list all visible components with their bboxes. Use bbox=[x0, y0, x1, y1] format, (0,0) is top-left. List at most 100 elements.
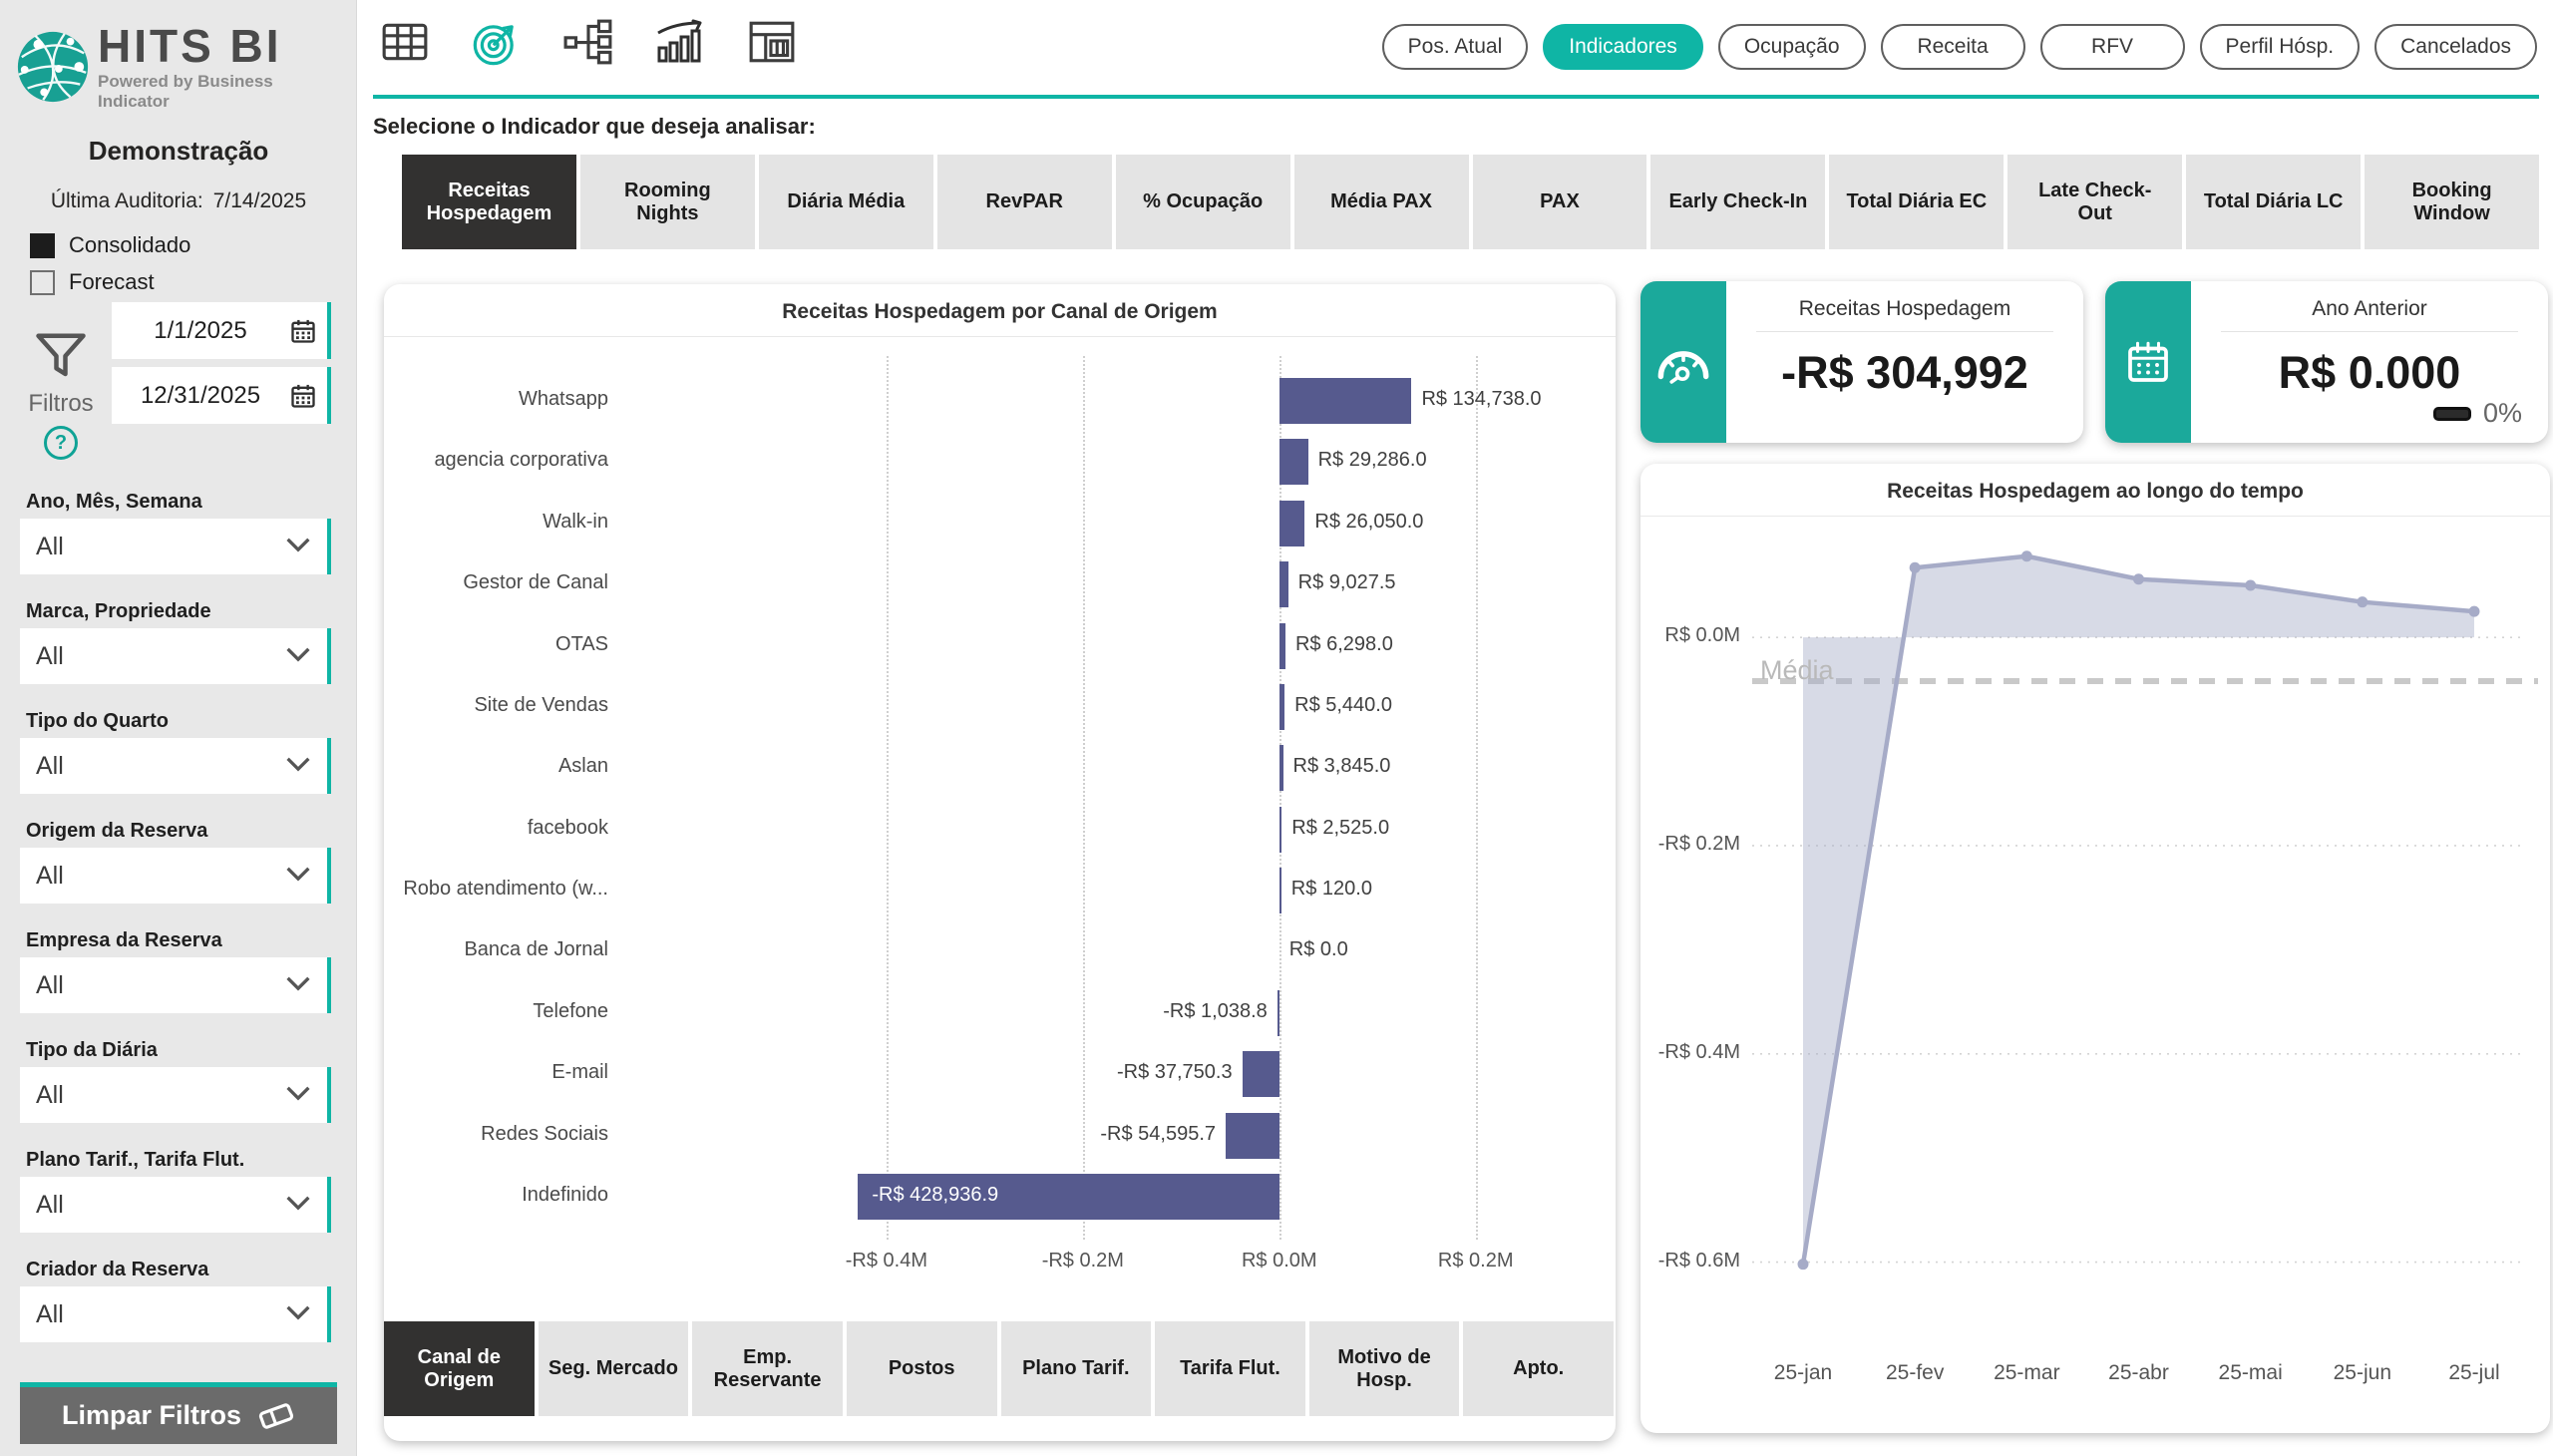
dropdown-tipo-da-di-ria[interactable]: All bbox=[20, 1067, 331, 1123]
hierarchy-icon[interactable] bbox=[562, 16, 614, 68]
x-axis-tick: R$ 0.2M bbox=[1406, 1250, 1546, 1273]
dimension-tab-plano-tarif[interactable]: Plano Tarif. bbox=[1001, 1321, 1152, 1416]
dropdown-marca-propriedade[interactable]: All bbox=[20, 628, 331, 684]
clear-filters-button[interactable]: Limpar Filtros bbox=[20, 1382, 337, 1444]
category-label: Redes Sociais bbox=[384, 1123, 608, 1146]
dropdown-value: All bbox=[20, 533, 285, 561]
checkbox-consolidado[interactable] bbox=[30, 233, 55, 258]
dropdown-origem-da-reserva[interactable]: All bbox=[20, 848, 331, 904]
indicator-prompt: Selecione o Indicador que deseja analisa… bbox=[373, 114, 816, 140]
dropdown-tipo-do-quarto[interactable]: All bbox=[20, 738, 331, 794]
layout-icon[interactable] bbox=[746, 16, 798, 68]
trend-chart-icon[interactable] bbox=[654, 16, 706, 68]
dimension-tab-tarifa-flut[interactable]: Tarifa Flut. bbox=[1155, 1321, 1305, 1416]
kpi-title: Ano Anterior bbox=[2191, 297, 2548, 321]
filter-section-ano-m-s-semana: Ano, Mês, Semana All bbox=[0, 491, 357, 600]
flat-trend-icon bbox=[2433, 407, 2471, 421]
bar-agencia-corporativa[interactable] bbox=[1279, 439, 1308, 485]
dimension-tab-postos[interactable]: Postos bbox=[847, 1321, 997, 1416]
dimension-tab-motivo-de-hosp[interactable]: Motivo de Hosp. bbox=[1309, 1321, 1460, 1416]
bar-site-de-vendas[interactable] bbox=[1279, 684, 1284, 730]
indicator-pax[interactable]: PAX bbox=[1473, 155, 1647, 249]
indicator-early-check-in[interactable]: Early Check-In bbox=[1650, 155, 1825, 249]
target-icon[interactable] bbox=[471, 16, 523, 68]
indicator-receitas-hospedagem[interactable]: Receitas Hospedagem bbox=[402, 155, 576, 249]
gridline bbox=[1476, 356, 1478, 1240]
x-axis-tick: -R$ 0.2M bbox=[1013, 1250, 1153, 1273]
calendar-icon bbox=[2124, 338, 2172, 386]
globe-logo-icon bbox=[14, 28, 92, 106]
dimension-tab-apto[interactable]: Apto. bbox=[1463, 1321, 1614, 1416]
filter-section-plano-tarif-tarifa-flut: Plano Tarif., Tarifa Flut.All bbox=[0, 1149, 357, 1259]
category-label: Walk-in bbox=[384, 511, 608, 534]
calendar-icon[interactable] bbox=[289, 317, 317, 345]
tab-indicadores[interactable]: Indicadores bbox=[1543, 24, 1703, 70]
indicator-m-dia-pax[interactable]: Média PAX bbox=[1294, 155, 1469, 249]
category-label: E-mail bbox=[384, 1061, 608, 1084]
bar-otas[interactable] bbox=[1279, 623, 1285, 669]
bar-robo-atendimento-w[interactable] bbox=[1279, 868, 1281, 913]
tab-perfil-h-sp[interactable]: Perfil Hósp. bbox=[2200, 24, 2361, 70]
indicator-rooming-nights[interactable]: Rooming Nights bbox=[580, 155, 755, 249]
x-axis-tick: -R$ 0.4M bbox=[817, 1250, 956, 1273]
page-nav-icons bbox=[379, 16, 798, 68]
tab-pos-atual[interactable]: Pos. Atual bbox=[1382, 24, 1529, 70]
header-divider bbox=[373, 95, 2539, 99]
indicator-booking-window[interactable]: Booking Window bbox=[2365, 155, 2539, 249]
bar-telefone[interactable] bbox=[1277, 990, 1279, 1036]
checkbox-forecast[interactable] bbox=[30, 270, 55, 295]
table-icon[interactable] bbox=[379, 16, 431, 68]
dimension-tab-canal-de-origem[interactable]: Canal de Origem bbox=[384, 1321, 535, 1416]
x-axis-tick: 25-jan bbox=[1743, 1361, 1863, 1385]
dimension-tab-emp-reservante[interactable]: Emp. Reservante bbox=[692, 1321, 843, 1416]
filter-section-marca-propriedade: Marca, PropriedadeAll bbox=[0, 600, 357, 710]
bar-whatsapp[interactable] bbox=[1279, 378, 1412, 424]
category-label: facebook bbox=[384, 817, 608, 840]
bar-gestor-de-canal[interactable] bbox=[1279, 561, 1288, 607]
bar-chart-card: Receitas Hospedagem por Canal de Origem … bbox=[384, 284, 1616, 1441]
dropdown-plano-tarif-tarifa-flut[interactable]: All bbox=[20, 1177, 331, 1233]
category-label: Telefone bbox=[384, 1000, 608, 1023]
bar-facebook[interactable] bbox=[1279, 807, 1281, 853]
indicator-di-ria-m-dia[interactable]: Diária Média bbox=[759, 155, 933, 249]
dropdown-ano-m-s-semana[interactable]: All bbox=[20, 519, 331, 574]
x-axis-tick: R$ 0.0M bbox=[1210, 1250, 1349, 1273]
category-label: Banca de Jornal bbox=[384, 938, 608, 961]
end-date-input[interactable]: 12/31/2025 bbox=[112, 367, 331, 424]
indicator-ocupa-o[interactable]: % Ocupação bbox=[1116, 155, 1290, 249]
tab-receita[interactable]: Receita bbox=[1881, 24, 2025, 70]
category-label: Whatsapp bbox=[384, 388, 608, 411]
tab-ocupa-o[interactable]: Ocupação bbox=[1718, 24, 1866, 70]
category-label: OTAS bbox=[384, 633, 608, 656]
x-axis-tick: 25-mai bbox=[2191, 1361, 2311, 1385]
indicator-total-di-ria-lc[interactable]: Total Diária LC bbox=[2186, 155, 2361, 249]
start-date-input[interactable]: 1/1/2025 bbox=[112, 302, 331, 359]
kpi-icon-block bbox=[1641, 281, 1726, 443]
eraser-icon bbox=[257, 1400, 295, 1432]
indicator-late-check-out[interactable]: Late Check-Out bbox=[2007, 155, 2182, 249]
indicator-total-di-ria-ec[interactable]: Total Diária EC bbox=[1829, 155, 2004, 249]
gridline bbox=[887, 356, 889, 1240]
funnel-icon bbox=[34, 331, 88, 381]
dropdown-empresa-da-reserva[interactable]: All bbox=[20, 957, 331, 1013]
last-audit: Última Auditoria:7/14/2025 bbox=[0, 189, 357, 213]
gridline bbox=[1279, 356, 1281, 1240]
bar-e-mail[interactable] bbox=[1243, 1051, 1279, 1097]
help-icon[interactable]: ? bbox=[44, 426, 78, 460]
chevron-down-icon bbox=[285, 866, 311, 887]
tab-cancelados[interactable]: Cancelados bbox=[2374, 24, 2537, 70]
filter-label: Empresa da Reserva bbox=[26, 929, 222, 952]
bar-aslan[interactable] bbox=[1279, 745, 1283, 791]
bar-walk-in[interactable] bbox=[1279, 501, 1305, 546]
indicator-revpar[interactable]: RevPAR bbox=[937, 155, 1112, 249]
dropdown-criador-da-reserva[interactable]: All bbox=[20, 1286, 331, 1342]
dimension-tab-seg-mercado[interactable]: Seg. Mercado bbox=[539, 1321, 689, 1416]
filter-label: Ano, Mês, Semana bbox=[26, 491, 202, 514]
tab-rfv[interactable]: RFV bbox=[2040, 24, 2185, 70]
value-label: R$ 134,738.0 bbox=[1421, 388, 1541, 411]
checkbox-row-forecast: Forecast bbox=[30, 267, 155, 297]
calendar-icon[interactable] bbox=[289, 382, 317, 410]
bar-redes-sociais[interactable] bbox=[1226, 1113, 1279, 1159]
gridline bbox=[1083, 356, 1085, 1240]
last-audit-label: Última Auditoria: bbox=[51, 189, 203, 212]
